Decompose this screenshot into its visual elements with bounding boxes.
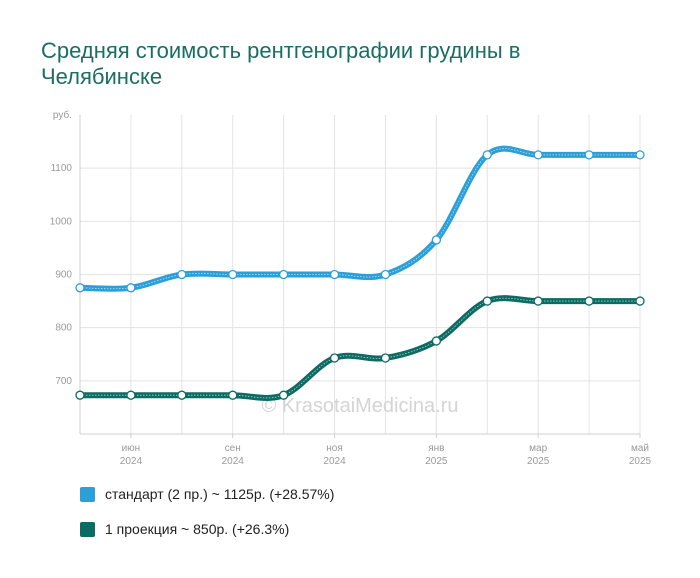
- y-axis-unit-label: руб.: [53, 109, 72, 121]
- y-tick-label: 900: [55, 270, 72, 281]
- x-tick-label-year: 2025: [527, 456, 550, 467]
- data-point[interactable]: [228, 390, 238, 400]
- data-point[interactable]: [380, 269, 391, 280]
- data-point[interactable]: [278, 390, 289, 400]
- series-line-texture-1: [80, 297, 640, 399]
- data-point[interactable]: [533, 296, 543, 306]
- data-point[interactable]: [126, 390, 136, 400]
- x-tick-label-year: 2024: [120, 456, 143, 467]
- x-tick-label-year: 2025: [629, 456, 652, 467]
- data-point[interactable]: [177, 269, 187, 280]
- data-point[interactable]: [75, 390, 85, 400]
- series-line-texture-0: [79, 148, 640, 290]
- data-point[interactable]: [635, 296, 645, 306]
- data-point[interactable]: [75, 283, 85, 293]
- data-point[interactable]: [329, 353, 340, 363]
- series-line-1: [77, 295, 643, 401]
- data-point[interactable]: [533, 150, 543, 160]
- data-point[interactable]: [177, 390, 187, 400]
- x-tick-label-month: май: [631, 443, 649, 454]
- y-tick-label: 1000: [50, 216, 73, 227]
- watermark: © KrasotaiMedicina.ru: [261, 395, 458, 417]
- y-tick-label: 800: [55, 323, 72, 334]
- data-point[interactable]: [482, 296, 492, 306]
- y-tick-label: 700: [55, 376, 72, 387]
- data-point[interactable]: [380, 353, 391, 363]
- legend-swatch: [80, 487, 95, 502]
- x-tick-label-year: 2024: [222, 456, 245, 467]
- data-point[interactable]: [278, 269, 289, 280]
- chart-title: Средняя стоимость рентгенографии грудины…: [41, 38, 521, 89]
- x-tick-label-month: ноя: [326, 443, 343, 454]
- x-tick-label-year: 2025: [425, 456, 448, 467]
- legend-label: 1 проекция ~ 850р. (+26.3%): [105, 521, 290, 537]
- legend-swatch: [80, 522, 95, 537]
- data-point[interactable]: [635, 150, 645, 160]
- data-point[interactable]: [584, 296, 594, 306]
- series-line-0: [77, 145, 643, 292]
- data-point[interactable]: [126, 283, 136, 293]
- x-tick-label-month: сен: [225, 443, 241, 454]
- x-tick-label-month: мар: [529, 443, 547, 454]
- data-point[interactable]: [431, 336, 442, 346]
- x-tick-label-month: янв: [428, 443, 444, 454]
- data-point[interactable]: [228, 269, 238, 280]
- data-point[interactable]: [584, 150, 594, 160]
- data-point[interactable]: [329, 269, 340, 280]
- x-tick-label-month: июн: [122, 443, 141, 454]
- y-tick-label: 1100: [50, 163, 72, 174]
- data-point[interactable]: [431, 235, 442, 245]
- data-point[interactable]: [482, 150, 492, 160]
- legend-label: стандарт (2 пр.) ~ 1125р. (+28.57%): [105, 486, 335, 502]
- x-tick-label-year: 2024: [323, 456, 346, 467]
